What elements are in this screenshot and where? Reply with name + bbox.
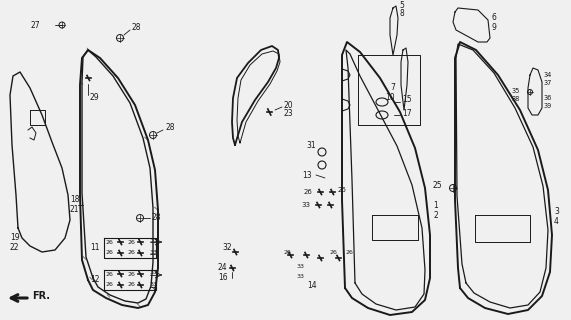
Text: 28: 28 [165, 124, 175, 132]
Text: 26: 26 [106, 239, 114, 244]
Text: 29: 29 [90, 92, 99, 101]
Text: 25: 25 [432, 181, 442, 190]
Text: 10: 10 [385, 93, 395, 102]
Text: 26: 26 [338, 187, 347, 193]
Text: 2: 2 [433, 211, 438, 220]
Text: 39: 39 [544, 103, 552, 109]
Text: 6: 6 [492, 13, 497, 22]
Text: 26: 26 [345, 250, 353, 254]
Text: 13: 13 [303, 171, 312, 180]
Text: 26: 26 [330, 250, 338, 254]
Text: 22: 22 [10, 244, 19, 252]
Text: 11: 11 [90, 243, 100, 252]
Text: 36: 36 [544, 95, 552, 101]
Text: 32: 32 [222, 244, 232, 252]
Text: 20: 20 [283, 101, 292, 110]
Text: 12: 12 [90, 275, 100, 284]
Text: 38: 38 [512, 96, 520, 102]
Text: 19: 19 [10, 234, 19, 243]
Text: 33: 33 [150, 282, 158, 286]
Text: 26: 26 [106, 271, 114, 276]
Text: 5: 5 [399, 2, 404, 11]
Text: 23: 23 [283, 109, 292, 118]
Text: 33: 33 [301, 202, 310, 208]
Text: FR.: FR. [32, 291, 50, 301]
Text: 26: 26 [128, 239, 136, 244]
Text: 26: 26 [128, 283, 136, 287]
Text: 26: 26 [106, 251, 114, 255]
Text: 33: 33 [150, 237, 158, 243]
Text: 34: 34 [544, 72, 552, 78]
Text: 26: 26 [283, 250, 291, 254]
Text: 16: 16 [218, 274, 228, 283]
Text: 28: 28 [132, 23, 142, 33]
Text: 31: 31 [307, 140, 316, 149]
Text: 33: 33 [297, 275, 305, 279]
Text: 26: 26 [303, 189, 312, 195]
Text: 28: 28 [152, 213, 162, 222]
Text: 37: 37 [544, 80, 552, 86]
Text: 33: 33 [150, 250, 158, 254]
Text: 27: 27 [30, 20, 40, 29]
Text: 33: 33 [150, 270, 158, 276]
Text: 3: 3 [554, 207, 559, 217]
Text: 9: 9 [492, 23, 497, 33]
Text: 17: 17 [402, 108, 412, 117]
Text: 14: 14 [307, 281, 317, 290]
Text: 33: 33 [297, 265, 305, 269]
Text: 7: 7 [390, 84, 395, 92]
Text: 21: 21 [70, 205, 79, 214]
Text: 26: 26 [128, 271, 136, 276]
Text: 24: 24 [218, 263, 228, 273]
Text: 4: 4 [554, 218, 559, 227]
Text: 1: 1 [433, 201, 438, 210]
Text: 26: 26 [106, 283, 114, 287]
Text: 35: 35 [512, 88, 520, 94]
Text: 26: 26 [128, 251, 136, 255]
Text: 8: 8 [399, 10, 404, 19]
Text: 18: 18 [70, 196, 79, 204]
Text: 15: 15 [402, 95, 412, 105]
